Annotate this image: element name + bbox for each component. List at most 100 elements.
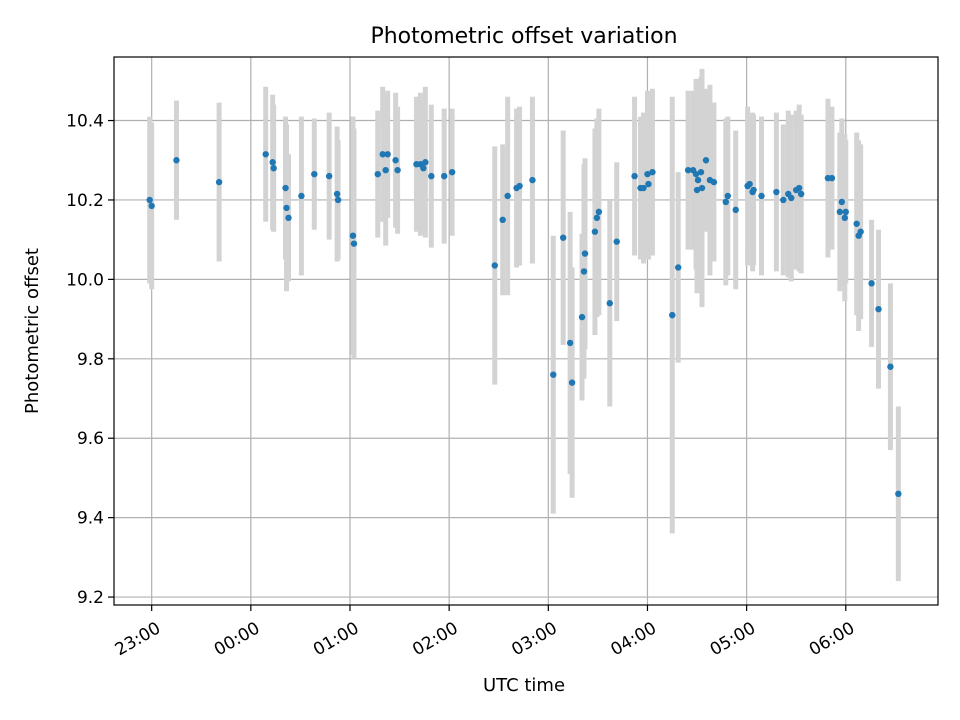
data-point — [529, 176, 536, 184]
y-axis-ticks: 9.2 9.4 9.6 9.8 10.0 10.2 10.4 — [66, 112, 114, 608]
x-tick-label: 00:00 — [211, 618, 263, 660]
x-tick-label: 04:00 — [608, 618, 660, 660]
data-point — [350, 240, 358, 247]
data-point — [420, 164, 427, 172]
data-point — [684, 166, 692, 174]
data-point — [640, 184, 647, 192]
data-point — [788, 194, 795, 202]
data-point — [559, 234, 567, 241]
data-point — [697, 168, 705, 176]
data-point — [580, 268, 588, 275]
x-tick-label: 23:00 — [112, 618, 164, 660]
data-point — [722, 198, 730, 206]
data-point — [724, 192, 731, 200]
data-point — [868, 280, 875, 287]
data-point — [282, 184, 289, 192]
data-point — [732, 206, 739, 214]
data-point — [334, 196, 342, 204]
y-axis-label: Photometric offset — [22, 248, 43, 414]
data-point — [758, 192, 765, 200]
y-tick-label: 10.0 — [66, 270, 104, 290]
x-axis-ticks: 23:00 00:00 01:00 02:00 03:00 04:00 05:00 06:00 — [112, 605, 858, 660]
data-point — [702, 157, 710, 164]
x-tick-label: 03:00 — [508, 618, 560, 660]
data-point — [270, 164, 277, 172]
data-point — [269, 159, 276, 166]
x-tick-label: 02:00 — [409, 618, 461, 660]
data-point — [606, 300, 613, 307]
data-point — [285, 214, 292, 222]
data-point — [148, 202, 155, 210]
data-point — [857, 228, 864, 235]
data-point — [675, 264, 682, 271]
data-point — [836, 208, 844, 216]
data-point — [795, 184, 803, 192]
data-point — [750, 186, 757, 194]
data-point — [694, 176, 702, 184]
data-point — [581, 250, 589, 257]
data-point — [698, 184, 706, 192]
y-tick-label: 9.6 — [77, 429, 104, 449]
data-point — [146, 196, 153, 204]
data-point — [428, 172, 435, 180]
data-point — [382, 166, 389, 174]
data-point — [875, 305, 882, 313]
data-point — [780, 196, 787, 204]
data-point — [392, 157, 399, 164]
data-point — [593, 214, 601, 222]
data-point — [298, 192, 305, 200]
data-point — [550, 371, 557, 378]
y-tick-label: 10.2 — [66, 191, 104, 211]
y-tick-label: 9.2 — [77, 588, 104, 608]
data-point — [262, 151, 269, 158]
data-point — [838, 198, 846, 206]
data-point — [631, 172, 638, 180]
data-point — [842, 208, 849, 216]
data-point — [645, 180, 652, 188]
data-point — [797, 190, 805, 198]
data-point — [895, 490, 902, 498]
data-point — [325, 172, 333, 180]
data-point — [422, 159, 429, 166]
data-point — [504, 192, 511, 200]
data-point — [578, 313, 586, 321]
data-point — [499, 216, 506, 224]
data-points — [146, 151, 902, 498]
data-point — [649, 168, 656, 176]
y-tick-label: 9.4 — [77, 509, 104, 529]
data-point — [692, 170, 700, 178]
data-point — [613, 238, 620, 245]
x-tick-label: 06:00 — [806, 618, 858, 660]
data-point — [693, 186, 701, 194]
data-point — [394, 166, 401, 174]
data-point — [828, 174, 836, 182]
data-point — [591, 228, 599, 235]
data-point — [841, 214, 848, 222]
x-tick-label: 01:00 — [310, 618, 362, 660]
data-point — [440, 172, 448, 180]
data-point — [173, 157, 180, 164]
x-tick-label: 05:00 — [707, 618, 759, 660]
y-tick-label: 9.8 — [77, 350, 104, 370]
data-point — [568, 379, 576, 386]
data-point — [773, 188, 780, 196]
data-point — [384, 151, 391, 158]
data-point — [283, 204, 290, 212]
error-bars — [147, 68, 901, 582]
data-point — [669, 311, 676, 319]
data-point — [379, 151, 386, 158]
plot-area-frame — [113, 56, 939, 606]
data-point — [374, 170, 381, 178]
data-point — [311, 170, 318, 178]
data-point — [644, 170, 651, 178]
data-point — [516, 182, 523, 190]
data-point — [491, 262, 498, 269]
data-point — [887, 363, 894, 370]
grid — [114, 57, 938, 605]
data-point — [853, 220, 860, 227]
data-point — [448, 168, 456, 176]
data-point — [215, 178, 223, 186]
x-axis-label: UTC time — [483, 675, 565, 696]
data-point — [333, 190, 341, 198]
